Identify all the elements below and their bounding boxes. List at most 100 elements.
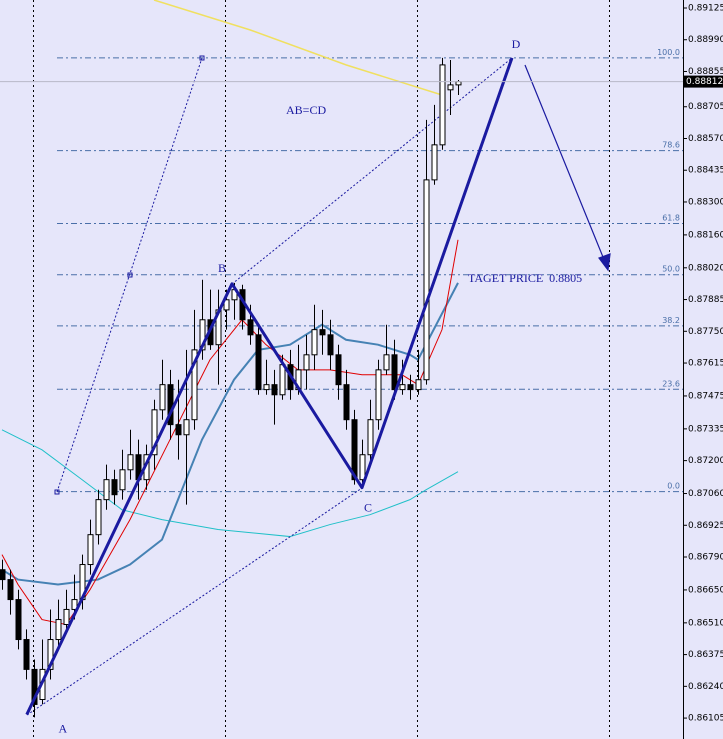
candle-body	[63, 608, 70, 625]
pattern-point-label: A	[58, 722, 67, 736]
candle-body	[223, 299, 230, 311]
y-tick-label: 0.87200	[688, 456, 723, 466]
arrow-shaft	[524, 64, 606, 263]
y-tick-label: 0.87475	[688, 391, 723, 401]
fib-label: 0.0	[667, 482, 680, 491]
y-tick-label: 0.88020	[688, 263, 723, 273]
candle-body	[303, 354, 310, 371]
candle-body	[119, 469, 126, 491]
candle-body	[159, 384, 166, 411]
pattern-layer: A B C D	[25, 37, 521, 736]
candle-body	[263, 384, 270, 391]
y-tick-label: 0.86510	[688, 618, 723, 628]
y-tick-label: 0.88160	[688, 230, 723, 240]
candle-body	[199, 319, 206, 351]
fib-label: 23.6	[662, 379, 680, 388]
fib-label: 78.6	[662, 141, 680, 150]
y-tick-label: 0.88990	[688, 35, 723, 45]
candle-body	[95, 499, 102, 536]
fibonacci-layer: 0.0 23.6 38.2 50.0 61.8 78.6 100.0	[57, 48, 683, 493]
y-tick-label: 0.89125	[688, 3, 723, 13]
candle-body	[31, 668, 38, 705]
candle-body	[271, 384, 278, 396]
candle-body	[111, 479, 118, 496]
y-tick-label: 0.86650	[688, 585, 723, 595]
marker	[54, 489, 60, 495]
candle-body	[335, 354, 342, 386]
candle-body	[423, 179, 430, 381]
target-arrow	[524, 64, 611, 272]
arrow-head	[598, 253, 611, 272]
current-price-box	[684, 75, 723, 88]
candle-body	[23, 639, 30, 670]
candle-body	[7, 579, 14, 601]
y-tick-label: 0.88855	[688, 67, 723, 77]
y-tick-label: 0.88570	[688, 134, 723, 144]
fib-label: 50.0	[662, 265, 680, 274]
candle-body	[351, 419, 358, 481]
y-tick-label: 0.86105	[688, 714, 723, 724]
marker	[199, 55, 205, 61]
candle-body	[375, 369, 382, 421]
candle-body	[255, 334, 262, 391]
y-tick-label: 0.86240	[688, 682, 723, 692]
fib-label: 38.2	[662, 316, 680, 325]
trendline	[26, 487, 363, 716]
marker	[127, 272, 133, 278]
candle-body	[407, 384, 414, 391]
y-tick-label: 0.88300	[688, 197, 723, 207]
y-tick-label: 0.87750	[688, 327, 723, 337]
candle-body	[127, 454, 134, 471]
y-tick-label: 0.88435	[688, 166, 723, 176]
y-tick-label: 0.87060	[688, 489, 723, 499]
candle-body	[103, 479, 110, 501]
candle-body	[399, 384, 406, 391]
fib-label: 100.0	[657, 48, 680, 57]
period-separators	[33, 0, 610, 739]
candle-body	[415, 379, 422, 391]
y-tick-label: 0.88705	[688, 102, 723, 112]
candle-body	[439, 64, 446, 146]
trendline	[56, 57, 203, 493]
candle-body	[367, 419, 374, 456]
y-tick-label: 0.87335	[688, 424, 723, 434]
candle-body	[47, 639, 54, 670]
y-tick-label: 0.87885	[688, 295, 723, 305]
candles-layer	[0, 57, 462, 718]
candle-body	[311, 329, 318, 356]
candle-body	[279, 364, 286, 396]
moving-average	[153, 0, 443, 96]
candle-body	[383, 354, 390, 371]
candle-body	[343, 384, 350, 421]
pattern-point-label: D	[512, 37, 521, 51]
candle-body	[0, 569, 6, 581]
pattern-point-label: B	[218, 261, 226, 275]
candle-body	[55, 619, 62, 641]
candle-body	[15, 599, 22, 641]
pattern-line	[25, 57, 514, 716]
candle-body	[391, 354, 398, 391]
axis-layer: 0.89125 0.88990 0.88855 0.88705 0.88570 0.884…	[0, 3, 723, 724]
current-price-label: 0.88812	[686, 77, 723, 87]
candle-body	[71, 599, 78, 610]
y-tick-label: 0.86925	[688, 521, 723, 531]
candle-body	[447, 84, 454, 91]
annotation: TAGET PRICE 0.8805	[468, 271, 582, 285]
y-tick-label: 0.86790	[688, 553, 723, 563]
candle-body	[247, 319, 254, 336]
candle-body	[359, 454, 366, 481]
trend-markers	[54, 55, 205, 495]
candle-body	[191, 349, 198, 421]
pattern-point-label: C	[364, 501, 372, 515]
y-tick-label: 0.87615	[688, 359, 723, 369]
candle-body	[327, 334, 334, 356]
candle-body	[87, 534, 94, 566]
candle-body	[151, 409, 158, 456]
fib-label: 61.8	[662, 214, 680, 223]
candle-body	[319, 329, 326, 336]
candle-body	[431, 144, 438, 181]
moving-average	[1, 429, 459, 538]
annotation: AB=CD	[286, 103, 326, 117]
